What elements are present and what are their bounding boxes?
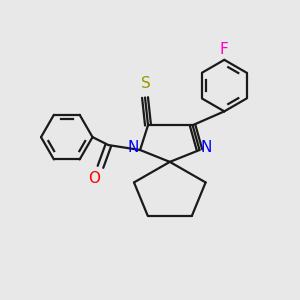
Text: N: N	[201, 140, 212, 154]
Text: S: S	[141, 76, 151, 91]
Text: O: O	[88, 171, 101, 186]
Text: N: N	[128, 140, 139, 154]
Text: F: F	[220, 42, 229, 57]
